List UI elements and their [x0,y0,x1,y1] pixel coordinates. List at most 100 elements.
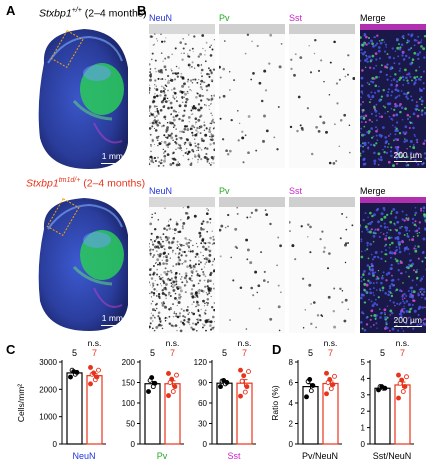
chart-3: 0 2 4 6 8 Ratio (%) Pv/NeuN 5 7n.s. [270,338,342,461]
x-axis-label: Sst/NeuN [373,451,412,461]
y-tick-label: 3 [361,391,366,400]
scale-bar-brain-wt [101,162,123,164]
data-point [238,393,243,399]
scale-label-micrograph-wt: 200 µm [393,150,422,160]
data-point [218,384,223,390]
y-axis-label: Ratio (%) [270,385,280,421]
data-point [304,394,309,400]
x-axis-label: Pv [157,451,168,461]
channel-label-pv-wt: Pv [219,13,230,23]
data-point [379,384,385,390]
sample-size: 7 [92,348,97,358]
data-point [399,377,405,383]
data-point [241,373,247,379]
brain-section-mut-image [38,197,128,331]
sample-size: 7 [400,348,405,358]
panel-label-d: D [272,342,282,357]
micrograph-merge-wt: 200 µm [360,24,426,168]
y-axis-label: Cells/mm² [16,384,26,422]
data-point [174,372,179,378]
data-point [169,376,175,382]
scale-label-brain-mut: 1 mm [101,313,123,323]
data-point [221,378,227,383]
data-point [332,373,337,379]
y-tick-label: 6 [289,379,294,388]
brain-section-wt-image [38,29,128,169]
data-point [310,383,316,389]
genotype-allele: tm1d/+ [58,177,81,184]
sample-size: 5 [72,348,77,358]
y-tick-label: 4 [289,399,294,408]
channel-label-merge-wt: Merge [360,13,386,23]
scale-bar-brain-mut [101,324,123,326]
y-tick-label: 90 [198,379,207,388]
scale-label-brain-wt: 1 mm [101,151,123,161]
channel-label-neun-wt: NeuN [149,13,173,23]
brain-section-wt: 1 mm [34,23,129,171]
y-tick-label: 200 [122,358,136,367]
genotype-gene: Stxbp1 [26,177,59,190]
panel-label-c: C [6,342,16,357]
data-point [146,389,151,394]
y-tick-label: 1000 [39,413,57,422]
data-point [68,374,73,380]
x-axis-label: NeuN [72,451,95,461]
chart-1: 0 50 100 150 200 Pv 5 7n.s. [122,338,184,461]
data-point [404,374,409,380]
y-tick-label: 0 [131,440,136,449]
data-point [324,370,329,376]
micrograph-neun-wt [149,24,215,168]
scale-bar-micrograph-mut [394,325,422,327]
data-point [152,380,158,386]
genotype-age: (2–4 months) [80,177,146,190]
micrograph-pv-wt [219,24,285,168]
sample-size: 5 [308,348,313,358]
data-point [307,376,313,382]
channel-label-sst-wt: Sst [289,13,303,23]
bar-wt [216,382,233,445]
panel-label-a: A [6,3,16,18]
micrograph-pv-mut [219,197,285,333]
channel-label-sst-mut: Sst [289,186,303,196]
scale-label-micrograph-mut: 200 µm [393,315,422,325]
x-axis-label: Pv/NeuN [302,451,338,461]
micrograph-neun-mut [149,197,215,333]
micrograph-sst-mut [289,197,355,333]
y-tick-label: 30 [198,420,207,429]
data-point [88,365,93,370]
y-tick-label: 150 [122,379,136,388]
data-point [246,369,251,375]
data-point [91,370,97,376]
genotype-label-wt: Stxbp1+/+ (2–4 months) [39,7,147,20]
micrograph-sst-wt [289,24,355,168]
data-point [149,375,155,381]
y-tick-label: 100 [122,399,136,408]
data-point [244,384,250,390]
y-tick-label: 1 [361,424,366,433]
genotype-age: (2–4 months) [81,7,147,20]
sample-size: 5 [380,348,385,358]
significance-label: n.s. [166,338,180,348]
y-tick-label: 2 [361,407,366,416]
data-point [327,376,333,382]
y-tick-label: 3000 [39,358,57,367]
y-tick-label: 2 [289,420,294,429]
data-point [328,386,334,392]
y-tick-label: 5 [361,358,366,367]
channel-label-merge-mut: Merge [360,186,386,196]
y-tick-label: 0 [203,440,208,449]
data-point [96,367,101,373]
data-point [330,382,336,387]
data-point [170,389,176,394]
data-point [166,393,171,399]
panel-label-b: B [137,3,147,18]
brain-section-mut: 1 mm [34,193,129,333]
y-tick-label: 0 [53,440,58,449]
y-tick-label: 0 [289,440,294,449]
sample-size: 5 [150,348,155,358]
data-point [308,388,314,394]
sample-size: 7 [328,348,333,358]
y-tick-label: 4 [361,374,366,383]
